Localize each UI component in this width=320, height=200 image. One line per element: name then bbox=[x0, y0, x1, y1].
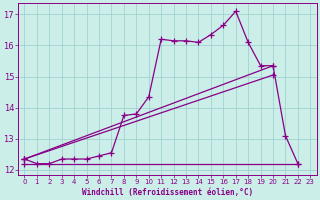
X-axis label: Windchill (Refroidissement éolien,°C): Windchill (Refroidissement éolien,°C) bbox=[82, 188, 253, 197]
